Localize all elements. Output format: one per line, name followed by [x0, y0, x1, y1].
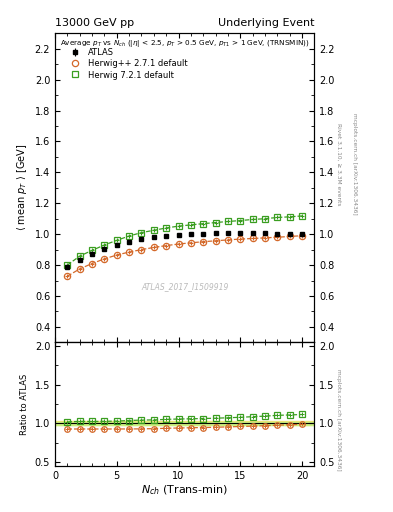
- Bar: [55, 422, 314, 424]
- Herwig++ 2.7.1 default: [164, 243, 169, 249]
- Herwig 7.2.1 default: [139, 229, 144, 236]
- Herwig 7.2.1 default: [226, 219, 230, 225]
- Herwig 7.2.1 default: [114, 237, 119, 243]
- Line: Herwig++ 2.7.1 default: Herwig++ 2.7.1 default: [64, 232, 305, 280]
- Herwig++ 2.7.1 default: [275, 234, 280, 240]
- Herwig 7.2.1 default: [287, 214, 292, 220]
- Y-axis label: Ratio to ATLAS: Ratio to ATLAS: [20, 373, 29, 435]
- Herwig 7.2.1 default: [151, 227, 156, 233]
- Herwig++ 2.7.1 default: [226, 237, 230, 243]
- Herwig 7.2.1 default: [65, 262, 70, 268]
- Text: Underlying Event: Underlying Event: [218, 18, 314, 28]
- Herwig++ 2.7.1 default: [139, 247, 144, 253]
- Text: Average $p_T$ vs $N_{ch}$ ($|\eta|$ < 2.5, $p_T$ > 0.5 GeV, $p_{T1}$ > 1 GeV, (T: Average $p_T$ vs $N_{ch}$ ($|\eta|$ < 2.…: [60, 38, 310, 49]
- Herwig++ 2.7.1 default: [127, 249, 132, 255]
- Herwig 7.2.1 default: [263, 216, 267, 222]
- Herwig++ 2.7.1 default: [263, 235, 267, 241]
- Herwig 7.2.1 default: [300, 213, 305, 219]
- Herwig 7.2.1 default: [127, 233, 132, 239]
- X-axis label: $N_{ch}$ (Trans-min): $N_{ch}$ (Trans-min): [141, 483, 228, 497]
- Text: mcplots.cern.ch [arXiv:1306.3436]: mcplots.cern.ch [arXiv:1306.3436]: [352, 113, 357, 215]
- Herwig 7.2.1 default: [238, 218, 242, 224]
- Herwig++ 2.7.1 default: [287, 233, 292, 240]
- Text: 13000 GeV pp: 13000 GeV pp: [55, 18, 134, 28]
- Herwig 7.2.1 default: [176, 223, 181, 229]
- Bar: [55, 421, 314, 425]
- Herwig++ 2.7.1 default: [114, 252, 119, 258]
- Herwig 7.2.1 default: [201, 221, 206, 227]
- Herwig 7.2.1 default: [90, 247, 94, 253]
- Herwig++ 2.7.1 default: [176, 241, 181, 247]
- Line: Herwig 7.2.1 default: Herwig 7.2.1 default: [64, 213, 305, 268]
- Herwig++ 2.7.1 default: [300, 232, 305, 239]
- Herwig 7.2.1 default: [275, 215, 280, 221]
- Text: Rivet 3.1.10, ≥ 3.3M events: Rivet 3.1.10, ≥ 3.3M events: [336, 122, 341, 205]
- Herwig 7.2.1 default: [164, 225, 169, 231]
- Herwig++ 2.7.1 default: [77, 266, 82, 272]
- Herwig++ 2.7.1 default: [151, 244, 156, 250]
- Herwig++ 2.7.1 default: [201, 239, 206, 245]
- Text: mcplots.cern.ch [arXiv:1306.3436]: mcplots.cern.ch [arXiv:1306.3436]: [336, 369, 341, 471]
- Text: ATLAS_2017_I1509919: ATLAS_2017_I1509919: [141, 282, 228, 291]
- Herwig++ 2.7.1 default: [238, 236, 242, 242]
- Herwig 7.2.1 default: [250, 217, 255, 223]
- Herwig 7.2.1 default: [189, 222, 193, 228]
- Legend: ATLAS, Herwig++ 2.7.1 default, Herwig 7.2.1 default: ATLAS, Herwig++ 2.7.1 default, Herwig 7.…: [64, 47, 189, 81]
- Herwig++ 2.7.1 default: [189, 240, 193, 246]
- Y-axis label: $\langle$ mean $p_T$ $\rangle$ [GeV]: $\langle$ mean $p_T$ $\rangle$ [GeV]: [15, 144, 29, 231]
- Herwig 7.2.1 default: [102, 242, 107, 248]
- Herwig++ 2.7.1 default: [213, 238, 218, 244]
- Herwig 7.2.1 default: [77, 253, 82, 259]
- Herwig++ 2.7.1 default: [102, 256, 107, 262]
- Herwig++ 2.7.1 default: [250, 236, 255, 242]
- Herwig++ 2.7.1 default: [65, 273, 70, 279]
- Herwig 7.2.1 default: [213, 220, 218, 226]
- Herwig++ 2.7.1 default: [90, 261, 94, 267]
